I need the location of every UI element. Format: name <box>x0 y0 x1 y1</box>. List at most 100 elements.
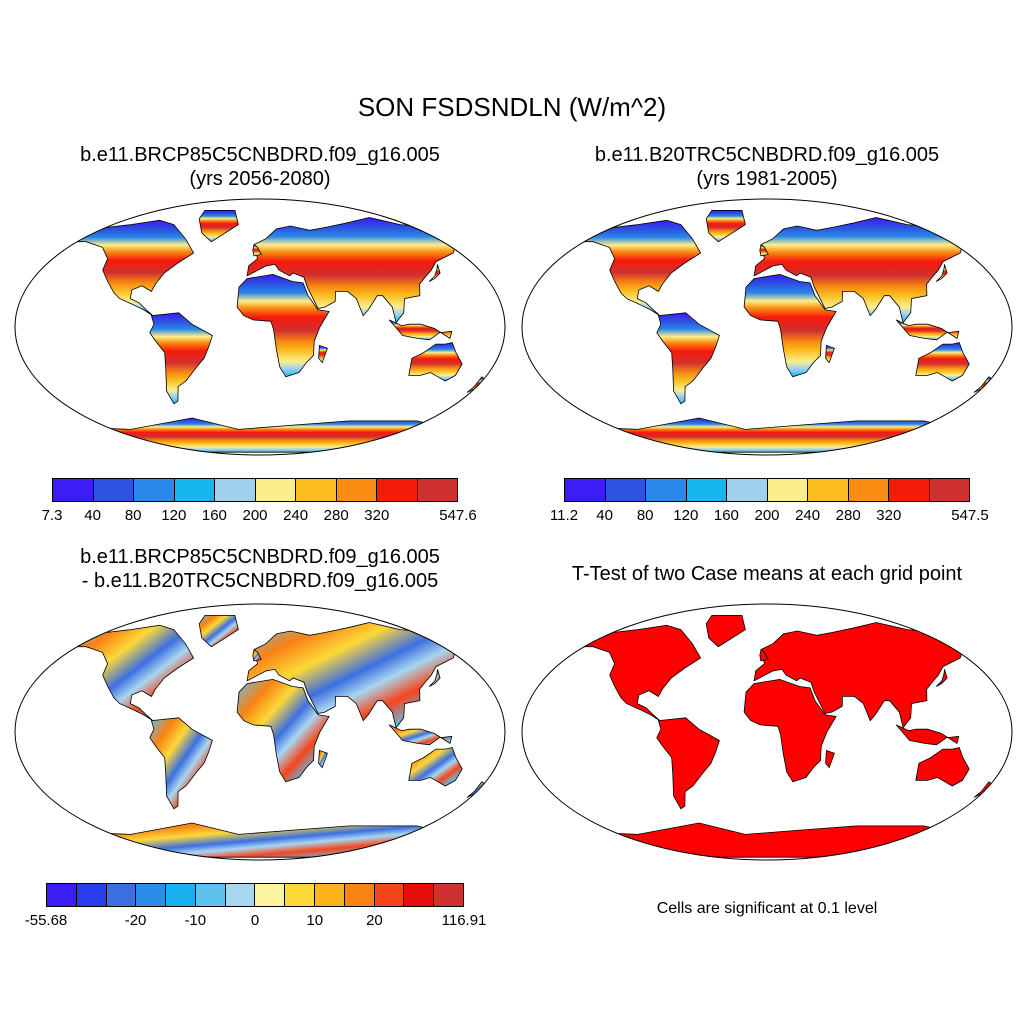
landmass-madagascar <box>318 749 328 769</box>
landmass-uk <box>252 243 262 257</box>
colorbar-tick-label: 40 <box>596 507 613 524</box>
colorbar-swatch <box>373 883 405 907</box>
landmass-indonesia <box>895 319 960 341</box>
colorbar-tick-label: 280 <box>835 507 861 524</box>
panel-4-title-line1: T-Test of two Case means at each grid po… <box>571 563 963 585</box>
colorbar-tick-label: 120 <box>161 507 187 524</box>
landmass-namerica <box>67 624 195 721</box>
colorbar-swatch <box>105 883 137 907</box>
panel-2-title-line2: (yrs 1981-2005) <box>696 168 838 190</box>
significance-note: Cells are significant at 0.1 level <box>656 900 878 917</box>
colorbar-tick-label: -55.68 <box>24 912 68 929</box>
colorbar-swatch <box>928 478 970 502</box>
colorbar-tick-label: 40 <box>84 507 101 524</box>
colorbar-swatch <box>133 478 175 502</box>
landmass-namerica <box>574 624 702 721</box>
colorbar-swatch <box>254 883 286 907</box>
colorbar-tick-label: 547.6 <box>439 507 477 524</box>
panel-4-title: T-Test of two Case means at each grid po… <box>517 562 1017 586</box>
colorbar-tick-label: 10 <box>306 912 324 929</box>
colorbar-swatch <box>847 478 889 502</box>
colorbar-swatch <box>726 478 768 502</box>
landmass-indonesia <box>388 319 453 341</box>
landmass-eurasia <box>246 622 460 729</box>
colorbar-swatch <box>92 478 134 502</box>
landmass-australia <box>408 342 463 382</box>
colorbar-swatch <box>173 478 215 502</box>
colorbar-swatch <box>433 883 464 907</box>
colorbar-panel-3 <box>46 883 464 907</box>
colorbar-swatch <box>75 883 107 907</box>
colorbar-swatch <box>135 883 167 907</box>
colorbar-tick-label: 200 <box>754 507 780 524</box>
landmass-samerica <box>149 312 213 405</box>
colorbar-swatch <box>645 478 687 502</box>
colorbar-swatch <box>416 478 458 502</box>
landmass-japan <box>428 264 441 282</box>
colorbar-tick-label: -10 <box>184 912 207 929</box>
landmass-greenland <box>705 615 746 648</box>
landmass-eurasia <box>753 622 967 729</box>
landmass-uk <box>759 648 769 662</box>
landmass-madagascar <box>318 344 328 364</box>
landmass-greenland <box>198 615 239 648</box>
colorbar-swatch <box>165 883 196 907</box>
colorbar-swatch <box>343 883 375 907</box>
map-border <box>14 603 506 861</box>
colorbar-tick-label: -20 <box>124 912 147 929</box>
map-ttest-significance <box>521 603 1013 861</box>
panel-2-title: b.e11.B20TRC5CNBDRD.f09_g16.005 (yrs 198… <box>517 143 1017 191</box>
landmass-samerica <box>656 717 720 810</box>
panel-3-title-line1: b.e11.BRCP85C5CNBDRD.f09_g16.005 <box>80 546 440 568</box>
landmass-australia <box>408 747 463 787</box>
panel-1-title-line2: (yrs 2056-2080) <box>189 168 331 190</box>
landmass-indonesia <box>895 724 960 746</box>
colorbar-swatch <box>807 478 849 502</box>
figure-title: SON FSDSNDLN (W/m^2) <box>357 92 667 122</box>
colorbar-swatch <box>224 883 256 907</box>
map-future-period <box>14 198 506 456</box>
colorbar-swatch <box>295 478 337 502</box>
colorbar-swatch <box>564 478 606 502</box>
colorbar-panel-1 <box>52 478 458 502</box>
landmass-africa <box>236 678 330 783</box>
panel-2-title-line1: b.e11.B20TRC5CNBDRD.f09_g16.005 <box>594 144 940 166</box>
colorbar-tick-label: 11.2 <box>549 507 579 524</box>
landmass-samerica <box>656 312 720 405</box>
colorbar-tick-label: 20 <box>366 912 383 929</box>
colorbar-swatch <box>46 883 77 907</box>
landmass-samerica <box>149 717 213 810</box>
colorbar-tick-label: 240 <box>283 507 309 524</box>
map-border <box>521 198 1013 456</box>
colorbar-swatch <box>685 478 727 502</box>
colorbar-tick-label: 240 <box>795 507 821 524</box>
landmass-africa <box>236 273 330 378</box>
landmass-greenland <box>705 210 746 243</box>
colorbar-labels-panel-3: -55.68 -20 -10 0 10 20 116.91 <box>25 912 487 930</box>
landmass-japan <box>428 669 441 687</box>
colorbar-panel-2 <box>564 478 970 502</box>
colorbar-tick-label: 120 <box>673 507 699 524</box>
landmass-greenland <box>198 210 239 243</box>
colorbar-swatch <box>52 478 94 502</box>
colorbar-labels-panel-2: 11.2 40 80 120 160 200 240 280 320 547.5 <box>550 507 989 525</box>
panel-1-title-line1: b.e11.BRCP85C5CNBDRD.f09_g16.005 <box>80 144 440 166</box>
colorbar-swatch <box>214 478 256 502</box>
landmass-japan <box>935 669 948 687</box>
panel-3-title: b.e11.BRCP85C5CNBDRD.f09_g16.005 - b.e11… <box>10 545 510 593</box>
colorbar-tick-label: 116.91 <box>441 912 487 929</box>
landmass-australia <box>915 342 970 382</box>
map-difference <box>14 603 506 861</box>
landmass-namerica <box>67 219 195 316</box>
landmass-eurasia <box>753 217 967 324</box>
landmass-indonesia <box>388 724 453 746</box>
colorbar-swatch <box>194 883 226 907</box>
colorbar-swatch <box>604 478 646 502</box>
landmass-japan <box>935 264 948 282</box>
landmass-uk <box>759 243 769 257</box>
panel-1-title: b.e11.BRCP85C5CNBDRD.f09_g16.005 (yrs 20… <box>10 143 510 191</box>
colorbar-swatch <box>403 883 435 907</box>
map-border <box>14 198 506 456</box>
colorbar-swatch <box>284 883 316 907</box>
landmass-uk <box>252 648 262 662</box>
